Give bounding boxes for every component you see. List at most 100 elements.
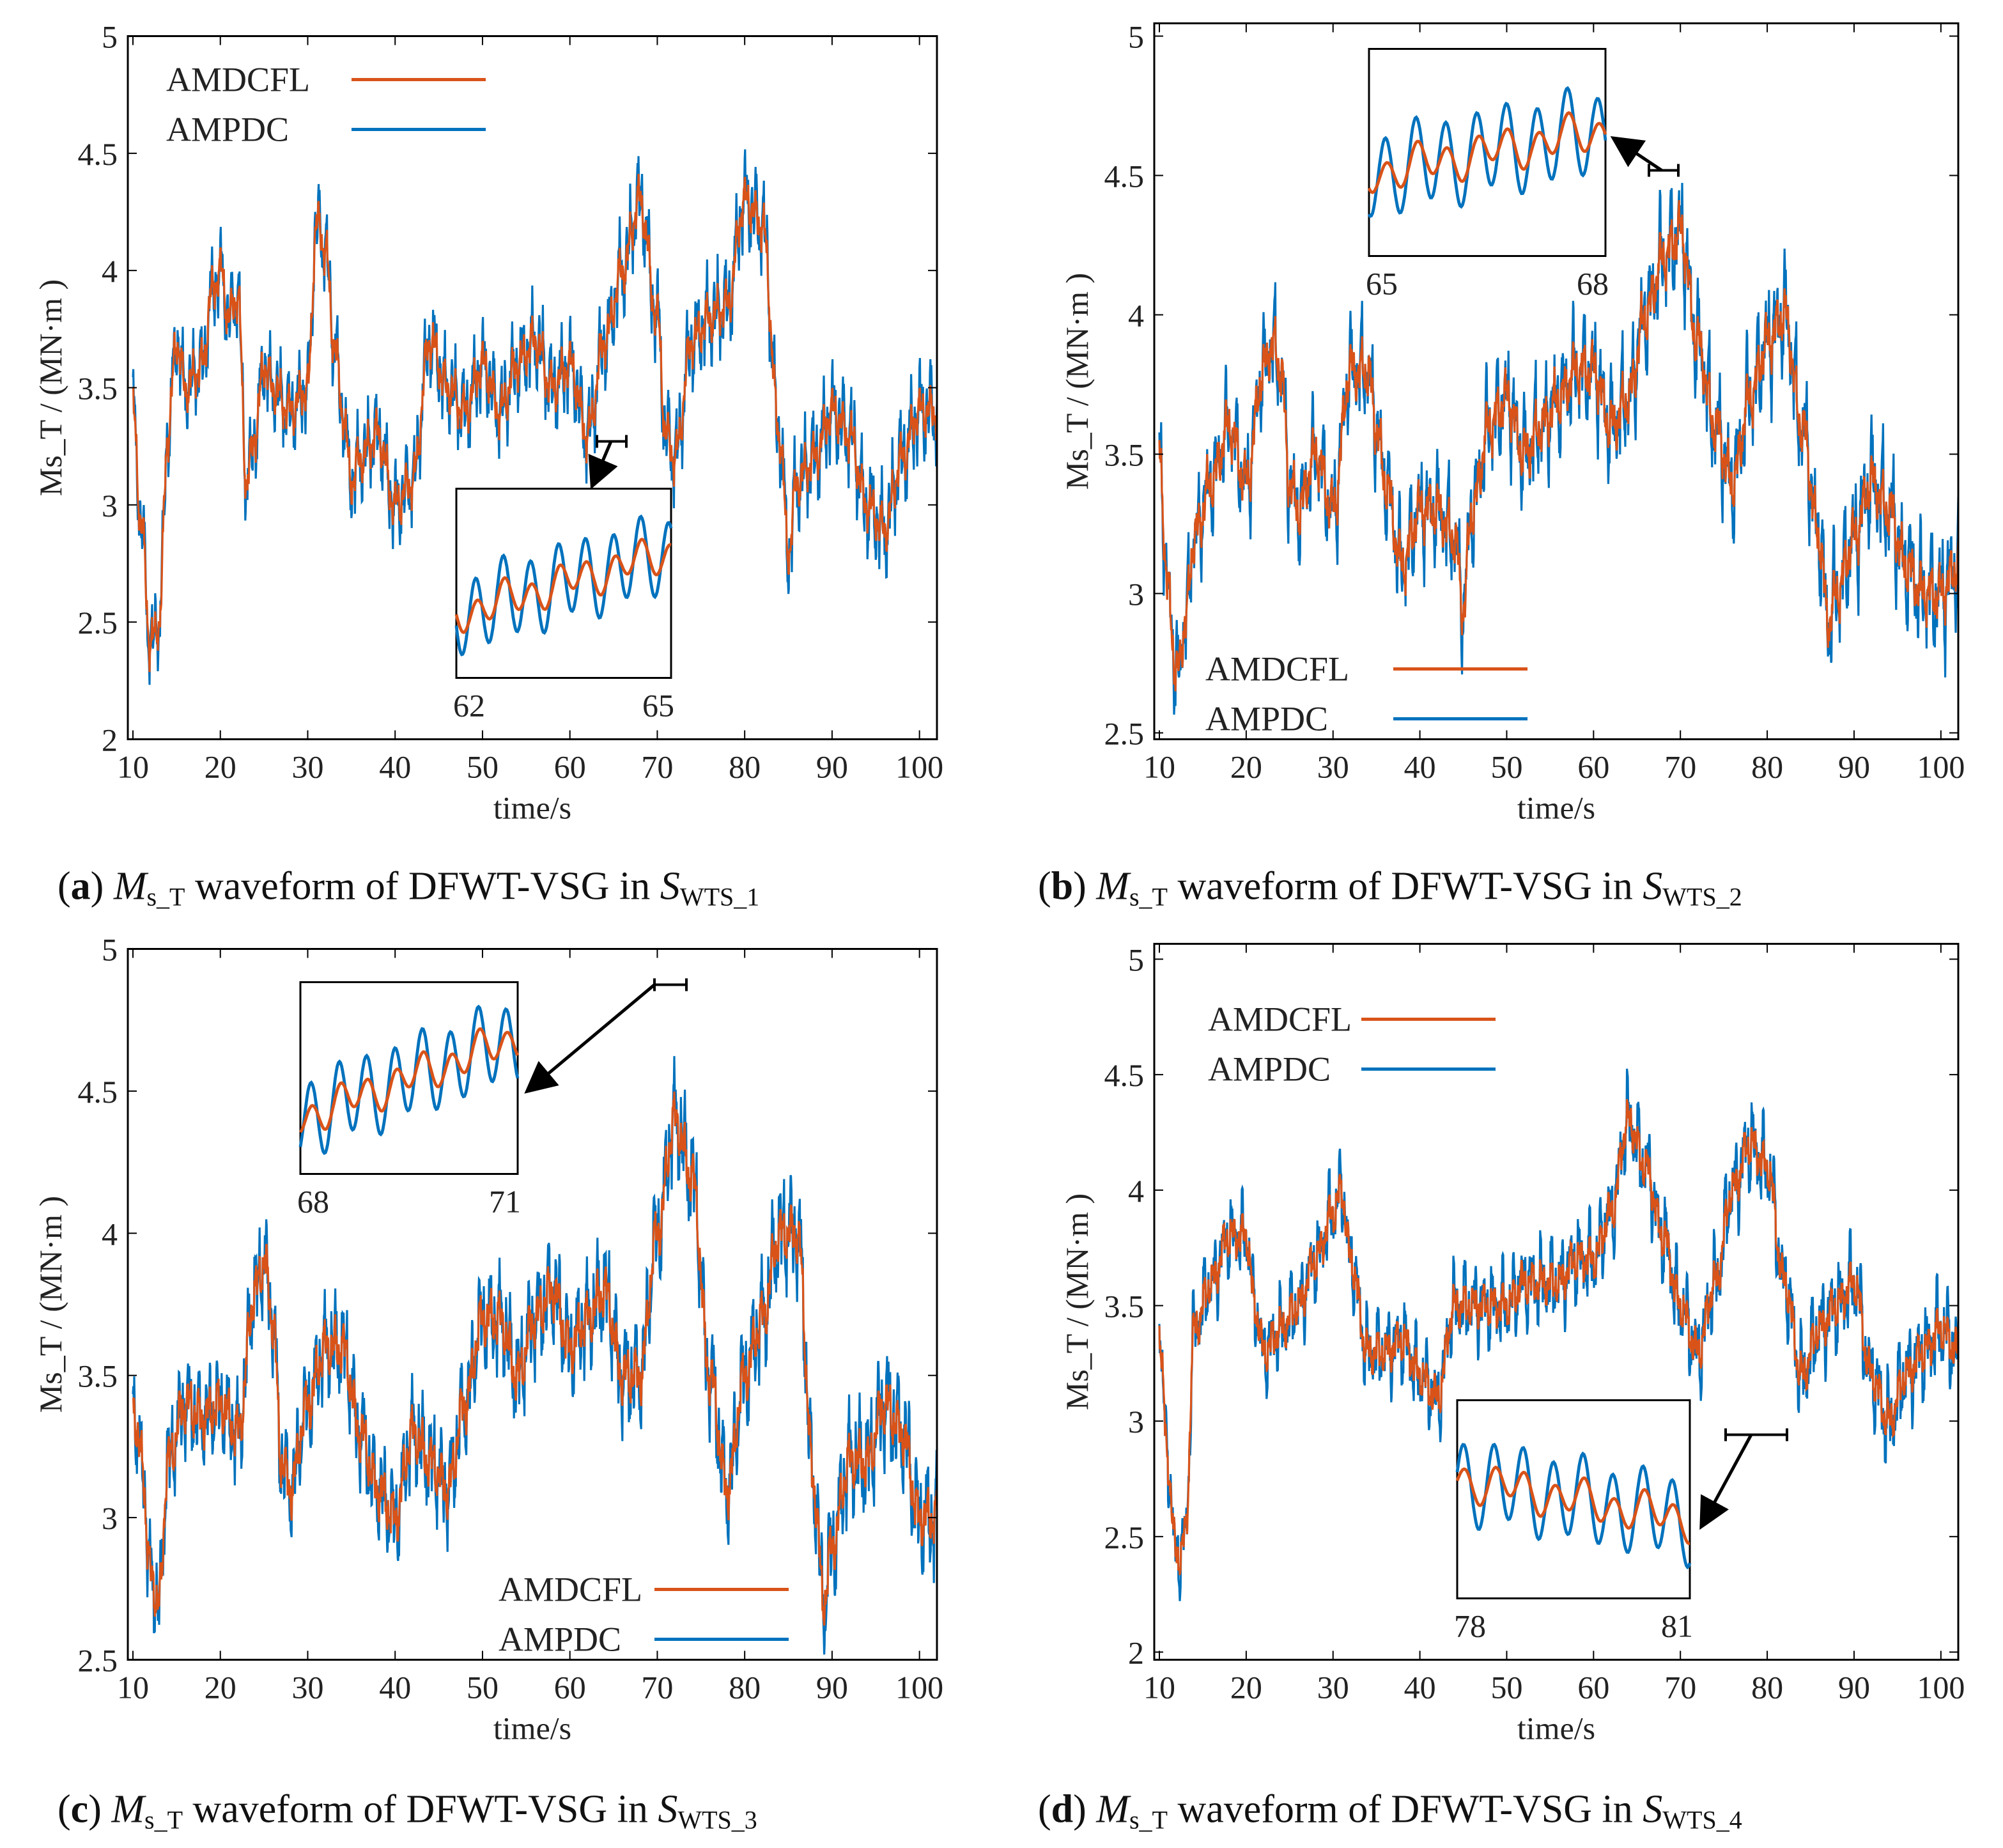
x-tick-label: 100	[1917, 749, 1965, 785]
x-tick-label: 90	[816, 1670, 848, 1705]
x-tick-label: 50	[1490, 749, 1522, 785]
y-tick-label: 4.5	[1104, 159, 1145, 194]
x-tick-label: 100	[1917, 1670, 1965, 1705]
caption-text: waveform of DFWT-VSG in	[183, 1788, 658, 1831]
inset-x-tick-label: 71	[489, 1184, 521, 1220]
subplot-caption: (a) Ms_T waveform of DFWT-VSG in SWTS_1	[58, 865, 759, 912]
caption-paren: )	[91, 865, 114, 908]
inset-ampdc-line	[298, 1004, 520, 1155]
x-tick-label: 40	[379, 749, 411, 785]
caption-symbol: M	[1095, 865, 1131, 908]
y-tick-label: 4.5	[1104, 1057, 1145, 1093]
caption-paren: )	[1073, 1788, 1096, 1831]
y-tick-label: 2.5	[78, 605, 118, 641]
x-tick-label: 20	[205, 749, 236, 785]
y-tick-label: 2.5	[1104, 716, 1145, 752]
inset-box	[455, 488, 672, 679]
caption-paren: (	[1038, 865, 1051, 908]
x-tick-label: 90	[1838, 749, 1870, 785]
legend-label: AMDCFL	[166, 61, 310, 99]
y-tick-label: 3	[102, 1500, 118, 1536]
x-tick-label: 70	[641, 1670, 673, 1705]
y-axis-label: Ms_T / (MN·m )	[33, 279, 68, 496]
y-tick-label: 3	[1128, 577, 1144, 612]
x-axis-label: time/s	[493, 790, 571, 826]
x-tick-label: 40	[1404, 1670, 1436, 1705]
y-tick-label: 3.5	[78, 371, 118, 407]
legend-label: AMPDC	[499, 1620, 621, 1659]
y-tick-label: 4	[102, 1216, 118, 1252]
inset-amdcfl-line	[299, 1027, 520, 1133]
caption-paren: (	[58, 865, 71, 908]
subplot-b: 10 20 30 40 50 60 70 80 90 100 2.5 3 3.5 4 4.5 5 time/s M…	[1038, 19, 1965, 912]
series-amdcfl-line	[132, 173, 937, 672]
y-axis-label: Ms_T / (MN·m )	[1059, 1193, 1095, 1410]
legend-label: AMDCFL	[1208, 1000, 1352, 1039]
x-tick-label: 20	[1230, 749, 1262, 785]
caption-paren: (	[1038, 1788, 1051, 1831]
x-tick-label: 80	[729, 749, 761, 785]
legend-label: AMPDC	[166, 111, 289, 149]
zoom-arrow	[1610, 136, 1663, 172]
x-tick-label: 10	[117, 1670, 149, 1705]
x-axis-label: time/s	[1517, 1711, 1595, 1746]
caption-subscript: WTS_4	[1662, 1806, 1742, 1835]
inset-amdcfl-line	[1367, 111, 1607, 194]
inset-ampdc-line	[1455, 1443, 1692, 1570]
caption-tag: c	[71, 1788, 89, 1831]
x-tick-label: 40	[379, 1670, 411, 1705]
inset-box	[299, 981, 519, 1175]
x-tick-label: 90	[816, 749, 848, 785]
caption-subscript: s_T	[1129, 1806, 1168, 1835]
zoom-arrow	[588, 440, 618, 490]
y-tick-label: 3.5	[1104, 437, 1145, 473]
caption-subscript: WTS_2	[1662, 883, 1742, 912]
x-tick-label: 30	[1317, 1670, 1349, 1705]
x-tick-label: 10	[1143, 1670, 1175, 1705]
inset-x-tick-label: 65	[642, 688, 674, 724]
y-tick-label: 2	[102, 722, 118, 758]
y-tick-label: 3.5	[1104, 1289, 1145, 1324]
caption-subscript: s_T	[144, 1806, 183, 1835]
x-tick-label: 70	[1664, 1670, 1696, 1705]
y-tick-label: 2	[1128, 1635, 1144, 1671]
legend-label: AMPDC	[1208, 1050, 1331, 1089]
subplot-d: 10 20 30 40 50 60 70 80 90 100 2 2.5 3 3.5 4 4.5 5 time/s…	[1038, 942, 1965, 1835]
series-ampdc-line	[132, 1056, 937, 1655]
inset-x-tick-label: 68	[297, 1184, 329, 1220]
y-tick-label: 4.5	[78, 1074, 118, 1110]
subplot-caption: (c) Ms_T waveform of DFWT-VSG in SWTS_3	[58, 1788, 757, 1835]
caption-subscript: WTS_1	[680, 883, 759, 912]
caption-paren: )	[1073, 865, 1096, 908]
inset-x-tick-label: 65	[1366, 266, 1398, 302]
x-axis-label: time/s	[1517, 790, 1595, 826]
caption-symbol: M	[111, 1788, 146, 1831]
subplot-c: 10 20 30 40 50 60 70 80 90 100 2.5 3 3.5 4 4.5 5 time/s M…	[33, 932, 943, 1835]
inset-x-tick-label: 78	[1454, 1608, 1486, 1644]
y-tick-label: 5	[102, 19, 118, 55]
y-axis-label: Ms_T / (MN·m )	[33, 1196, 68, 1413]
x-tick-label: 20	[205, 1670, 236, 1705]
inset-amdcfl-line	[1455, 1465, 1690, 1545]
x-tick-label: 50	[467, 749, 499, 785]
x-tick-label: 50	[1490, 1670, 1522, 1705]
y-tick-label: 4	[1128, 1173, 1144, 1209]
x-tick-label: 60	[554, 1670, 586, 1705]
caption-symbol: S	[1643, 1788, 1662, 1831]
inset-x-tick-label: 68	[1577, 266, 1609, 302]
y-tick-label: 4	[1128, 298, 1144, 334]
caption-symbol: S	[1643, 865, 1662, 908]
caption-tag: b	[1051, 865, 1073, 908]
x-tick-label: 80	[1751, 1670, 1783, 1705]
x-tick-label: 60	[554, 749, 586, 785]
y-tick-label: 5	[1128, 19, 1144, 55]
x-tick-label: 90	[1838, 1670, 1870, 1705]
subplot-caption: (b) Ms_T waveform of DFWT-VSG in SWTS_2	[1038, 865, 1742, 912]
caption-symbol: S	[658, 1788, 677, 1831]
caption-text: waveform of DFWT-VSG in	[185, 865, 660, 908]
caption-subscript: s_T	[1129, 883, 1168, 912]
caption-paren: )	[88, 1788, 111, 1831]
y-tick-label: 2.5	[1104, 1519, 1145, 1555]
y-tick-label: 3	[102, 488, 118, 524]
x-tick-label: 10	[1143, 749, 1175, 785]
